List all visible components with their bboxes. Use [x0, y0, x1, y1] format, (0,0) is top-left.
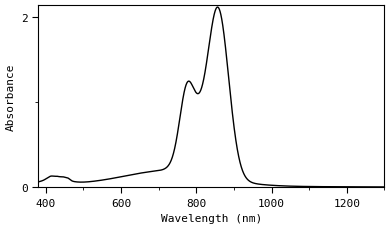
X-axis label: Wavelength (nm): Wavelength (nm): [161, 213, 262, 224]
Y-axis label: Absorbance: Absorbance: [5, 63, 16, 130]
